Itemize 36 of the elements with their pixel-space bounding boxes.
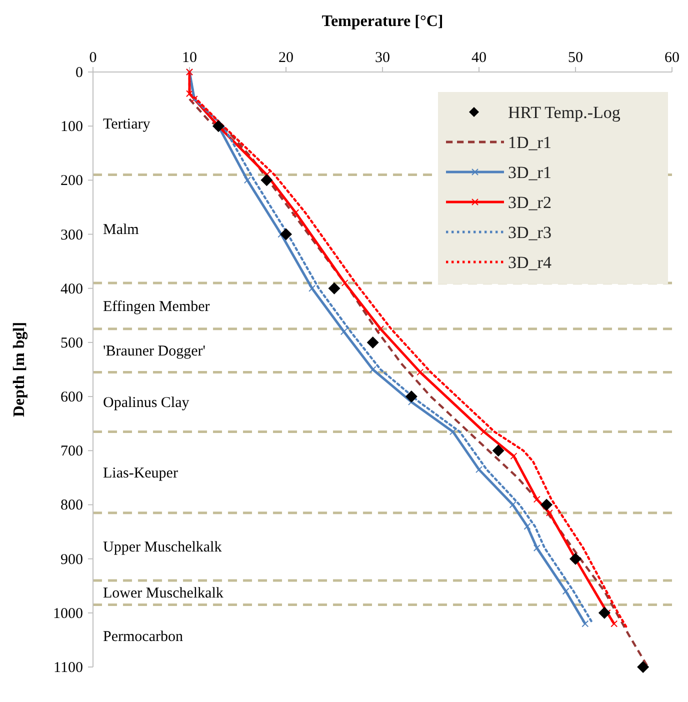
legend-label: HRT Temp.-Log	[508, 103, 621, 122]
y-tick-label: 200	[60, 173, 83, 190]
x-tick-label: 40	[472, 50, 486, 66]
annotation: Lias-Keuper	[103, 465, 178, 482]
annotation: Upper Muschelkalk	[103, 540, 222, 556]
y-tick-label: 900	[60, 552, 83, 568]
x-tick-label: 60	[664, 50, 680, 66]
y-tick-label: 800	[60, 498, 83, 514]
legend-label: 3D_r4	[508, 253, 552, 272]
x-axis-title: Temperature [°C]	[322, 13, 444, 30]
annotation: Tertiary	[103, 116, 151, 132]
x-tick-label: 30	[375, 50, 390, 66]
x-tick-label: 50	[568, 50, 583, 66]
legend-label: 3D_r3	[508, 223, 552, 242]
y-tick-label: 0	[76, 65, 83, 81]
x-tick-label: 0	[89, 50, 97, 66]
annotation: Malm	[103, 222, 140, 238]
y-tick-label: 100	[60, 119, 83, 136]
legend-label: 3D_r1	[508, 163, 552, 182]
annotation: Permocarbon	[103, 628, 184, 645]
annotation: Opalinus Clay	[103, 394, 190, 411]
y-tick-label: 300	[60, 227, 83, 244]
y-axis-title: Depth [m bgl]	[11, 322, 28, 418]
annotation: Lower Muschelkalk	[103, 586, 224, 602]
annotation: Effingen Member	[103, 298, 210, 315]
y-tick-label: 500	[60, 335, 83, 352]
x-tick-label: 10	[182, 50, 197, 66]
x-tick-label: 20	[278, 50, 294, 66]
y-tick-label: 700	[60, 444, 83, 460]
y-tick-label: 600	[60, 390, 83, 406]
y-tick-label: 1000	[53, 606, 83, 622]
annotation: 'Brauner Dogger'	[103, 344, 206, 360]
legend-label: 3D_r2	[508, 193, 552, 212]
y-tick-label: 400	[60, 281, 83, 298]
legend-label: 1D_r1	[508, 133, 552, 152]
y-tick-label: 1100	[54, 660, 83, 676]
